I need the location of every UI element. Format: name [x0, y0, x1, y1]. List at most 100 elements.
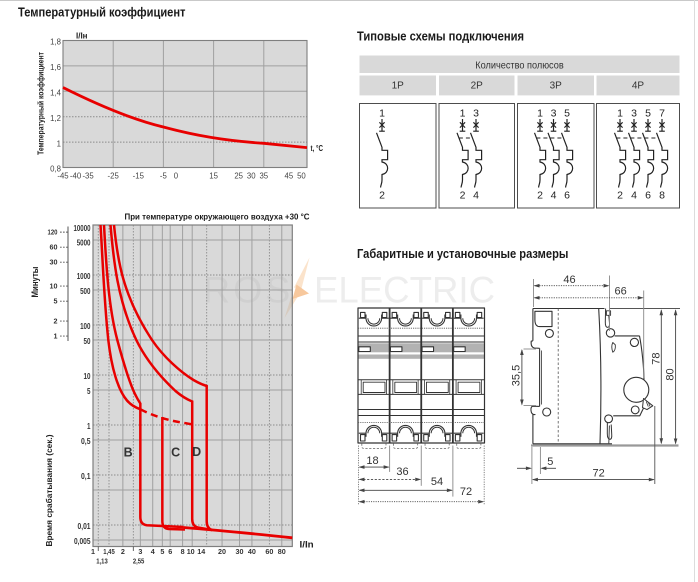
svg-text:1,2: 1,2 — [50, 114, 61, 123]
svg-text:6: 6 — [645, 190, 651, 202]
svg-text:5: 5 — [645, 108, 651, 120]
svg-text:t, °C: t, °C — [311, 143, 324, 153]
svg-text:5000: 5000 — [77, 239, 91, 248]
svg-text:-25: -25 — [108, 171, 120, 180]
svg-text:120: 120 — [48, 228, 58, 237]
svg-text:Температурный коэффициент: Температурный коэффициент — [18, 5, 186, 20]
svg-text:0,01: 0,01 — [78, 522, 91, 531]
svg-text:1,6: 1,6 — [50, 63, 61, 72]
svg-text:3: 3 — [473, 108, 479, 120]
svg-text:0: 0 — [174, 171, 179, 180]
svg-text:10: 10 — [84, 372, 91, 381]
svg-text:2,55: 2,55 — [133, 557, 145, 566]
svg-text:4: 4 — [151, 547, 155, 556]
svg-text:1P: 1P — [392, 81, 405, 92]
svg-text:60: 60 — [50, 243, 58, 252]
svg-text:45: 45 — [285, 171, 294, 180]
svg-text:72: 72 — [460, 486, 472, 498]
svg-text:10: 10 — [50, 282, 58, 291]
svg-text:При температуре окружающего во: При температуре окружающего воздуха +30 … — [125, 211, 310, 221]
svg-text:8: 8 — [181, 547, 185, 556]
svg-text:5: 5 — [54, 297, 58, 306]
svg-text:80: 80 — [665, 368, 677, 380]
svg-text:1: 1 — [91, 547, 95, 556]
svg-text:500: 500 — [80, 287, 91, 296]
svg-text:1: 1 — [379, 108, 385, 120]
svg-text:18: 18 — [366, 455, 378, 467]
svg-text:I/Iн: I/Iн — [76, 32, 88, 41]
svg-text:8: 8 — [659, 190, 665, 202]
svg-text:0,005: 0,005 — [74, 537, 91, 546]
svg-text:80: 80 — [278, 547, 286, 556]
svg-text:72: 72 — [592, 468, 604, 480]
svg-text:C: C — [171, 445, 180, 459]
svg-text:10: 10 — [187, 547, 195, 556]
svg-text:30: 30 — [50, 258, 58, 267]
svg-text:1,8: 1,8 — [50, 38, 61, 47]
svg-text:Температурный коэффициент: Температурный коэффициент — [36, 52, 46, 155]
svg-text:40: 40 — [248, 547, 256, 556]
svg-text:46: 46 — [563, 274, 575, 286]
svg-text:60: 60 — [265, 547, 273, 556]
svg-text:25: 25 — [234, 171, 243, 180]
svg-text:30: 30 — [236, 547, 244, 556]
svg-text:Время срабатывания (сек.): Время срабатывания (сек.) — [44, 434, 54, 546]
svg-text:50: 50 — [297, 171, 306, 180]
svg-text:2P: 2P — [471, 81, 484, 92]
svg-text:1,4: 1,4 — [50, 89, 62, 98]
svg-text:4: 4 — [551, 190, 557, 202]
svg-text:Типовые схемы подключения: Типовые схемы подключения — [357, 29, 524, 44]
svg-text:-45: -45 — [57, 171, 69, 180]
svg-text:54: 54 — [431, 476, 443, 488]
svg-text:35,5: 35,5 — [511, 365, 523, 386]
svg-text:15: 15 — [209, 171, 218, 180]
svg-text:2: 2 — [617, 190, 623, 202]
svg-text:0,8: 0,8 — [50, 165, 61, 174]
svg-text:-35: -35 — [82, 171, 94, 180]
svg-text:B: B — [124, 445, 133, 459]
svg-text:1: 1 — [87, 422, 91, 431]
svg-text:1: 1 — [460, 108, 466, 120]
svg-text:0,5: 0,5 — [81, 437, 91, 446]
svg-text:1: 1 — [57, 139, 61, 148]
svg-text:I/In: I/In — [300, 540, 314, 551]
svg-text:30: 30 — [247, 171, 256, 180]
svg-text:4: 4 — [473, 190, 479, 202]
svg-text:5: 5 — [564, 108, 570, 120]
svg-text:1,45: 1,45 — [103, 547, 115, 556]
svg-text:Минуты: Минуты — [30, 266, 40, 297]
svg-text:36: 36 — [396, 466, 408, 478]
svg-text:14: 14 — [197, 547, 205, 556]
svg-text:5: 5 — [547, 456, 553, 468]
svg-text:3: 3 — [138, 547, 142, 556]
svg-text:3P: 3P — [550, 81, 563, 92]
svg-text:2: 2 — [379, 190, 385, 202]
svg-text:6: 6 — [168, 547, 172, 556]
svg-text:7: 7 — [659, 108, 665, 120]
svg-text:0,1: 0,1 — [81, 472, 91, 481]
svg-text:Количество полюсов: Количество полюсов — [475, 61, 563, 72]
svg-text:35: 35 — [259, 171, 268, 180]
svg-text:2: 2 — [54, 317, 58, 326]
svg-text:4P: 4P — [632, 81, 645, 92]
svg-text:-15: -15 — [133, 171, 145, 180]
svg-text:2: 2 — [460, 190, 466, 202]
svg-text:20: 20 — [218, 547, 226, 556]
svg-text:100: 100 — [80, 322, 91, 331]
svg-text:3: 3 — [631, 108, 637, 120]
svg-text:1: 1 — [54, 332, 58, 341]
svg-text:5: 5 — [87, 387, 91, 396]
svg-text:50: 50 — [84, 337, 91, 346]
svg-text:66: 66 — [614, 285, 626, 297]
svg-text:D: D — [192, 445, 201, 459]
svg-text:-40: -40 — [70, 171, 82, 180]
svg-text:ELECTRIC: ELECTRIC — [314, 269, 495, 311]
svg-text:1000: 1000 — [77, 272, 91, 281]
svg-text:-5: -5 — [160, 171, 168, 180]
svg-text:78: 78 — [651, 352, 663, 364]
svg-text:1,13: 1,13 — [96, 557, 108, 566]
svg-text:Габаритные и установочные разм: Габаритные и установочные размеры — [357, 246, 568, 261]
svg-text:2: 2 — [537, 190, 543, 202]
svg-text:5: 5 — [160, 547, 164, 556]
svg-text:2: 2 — [121, 547, 125, 556]
